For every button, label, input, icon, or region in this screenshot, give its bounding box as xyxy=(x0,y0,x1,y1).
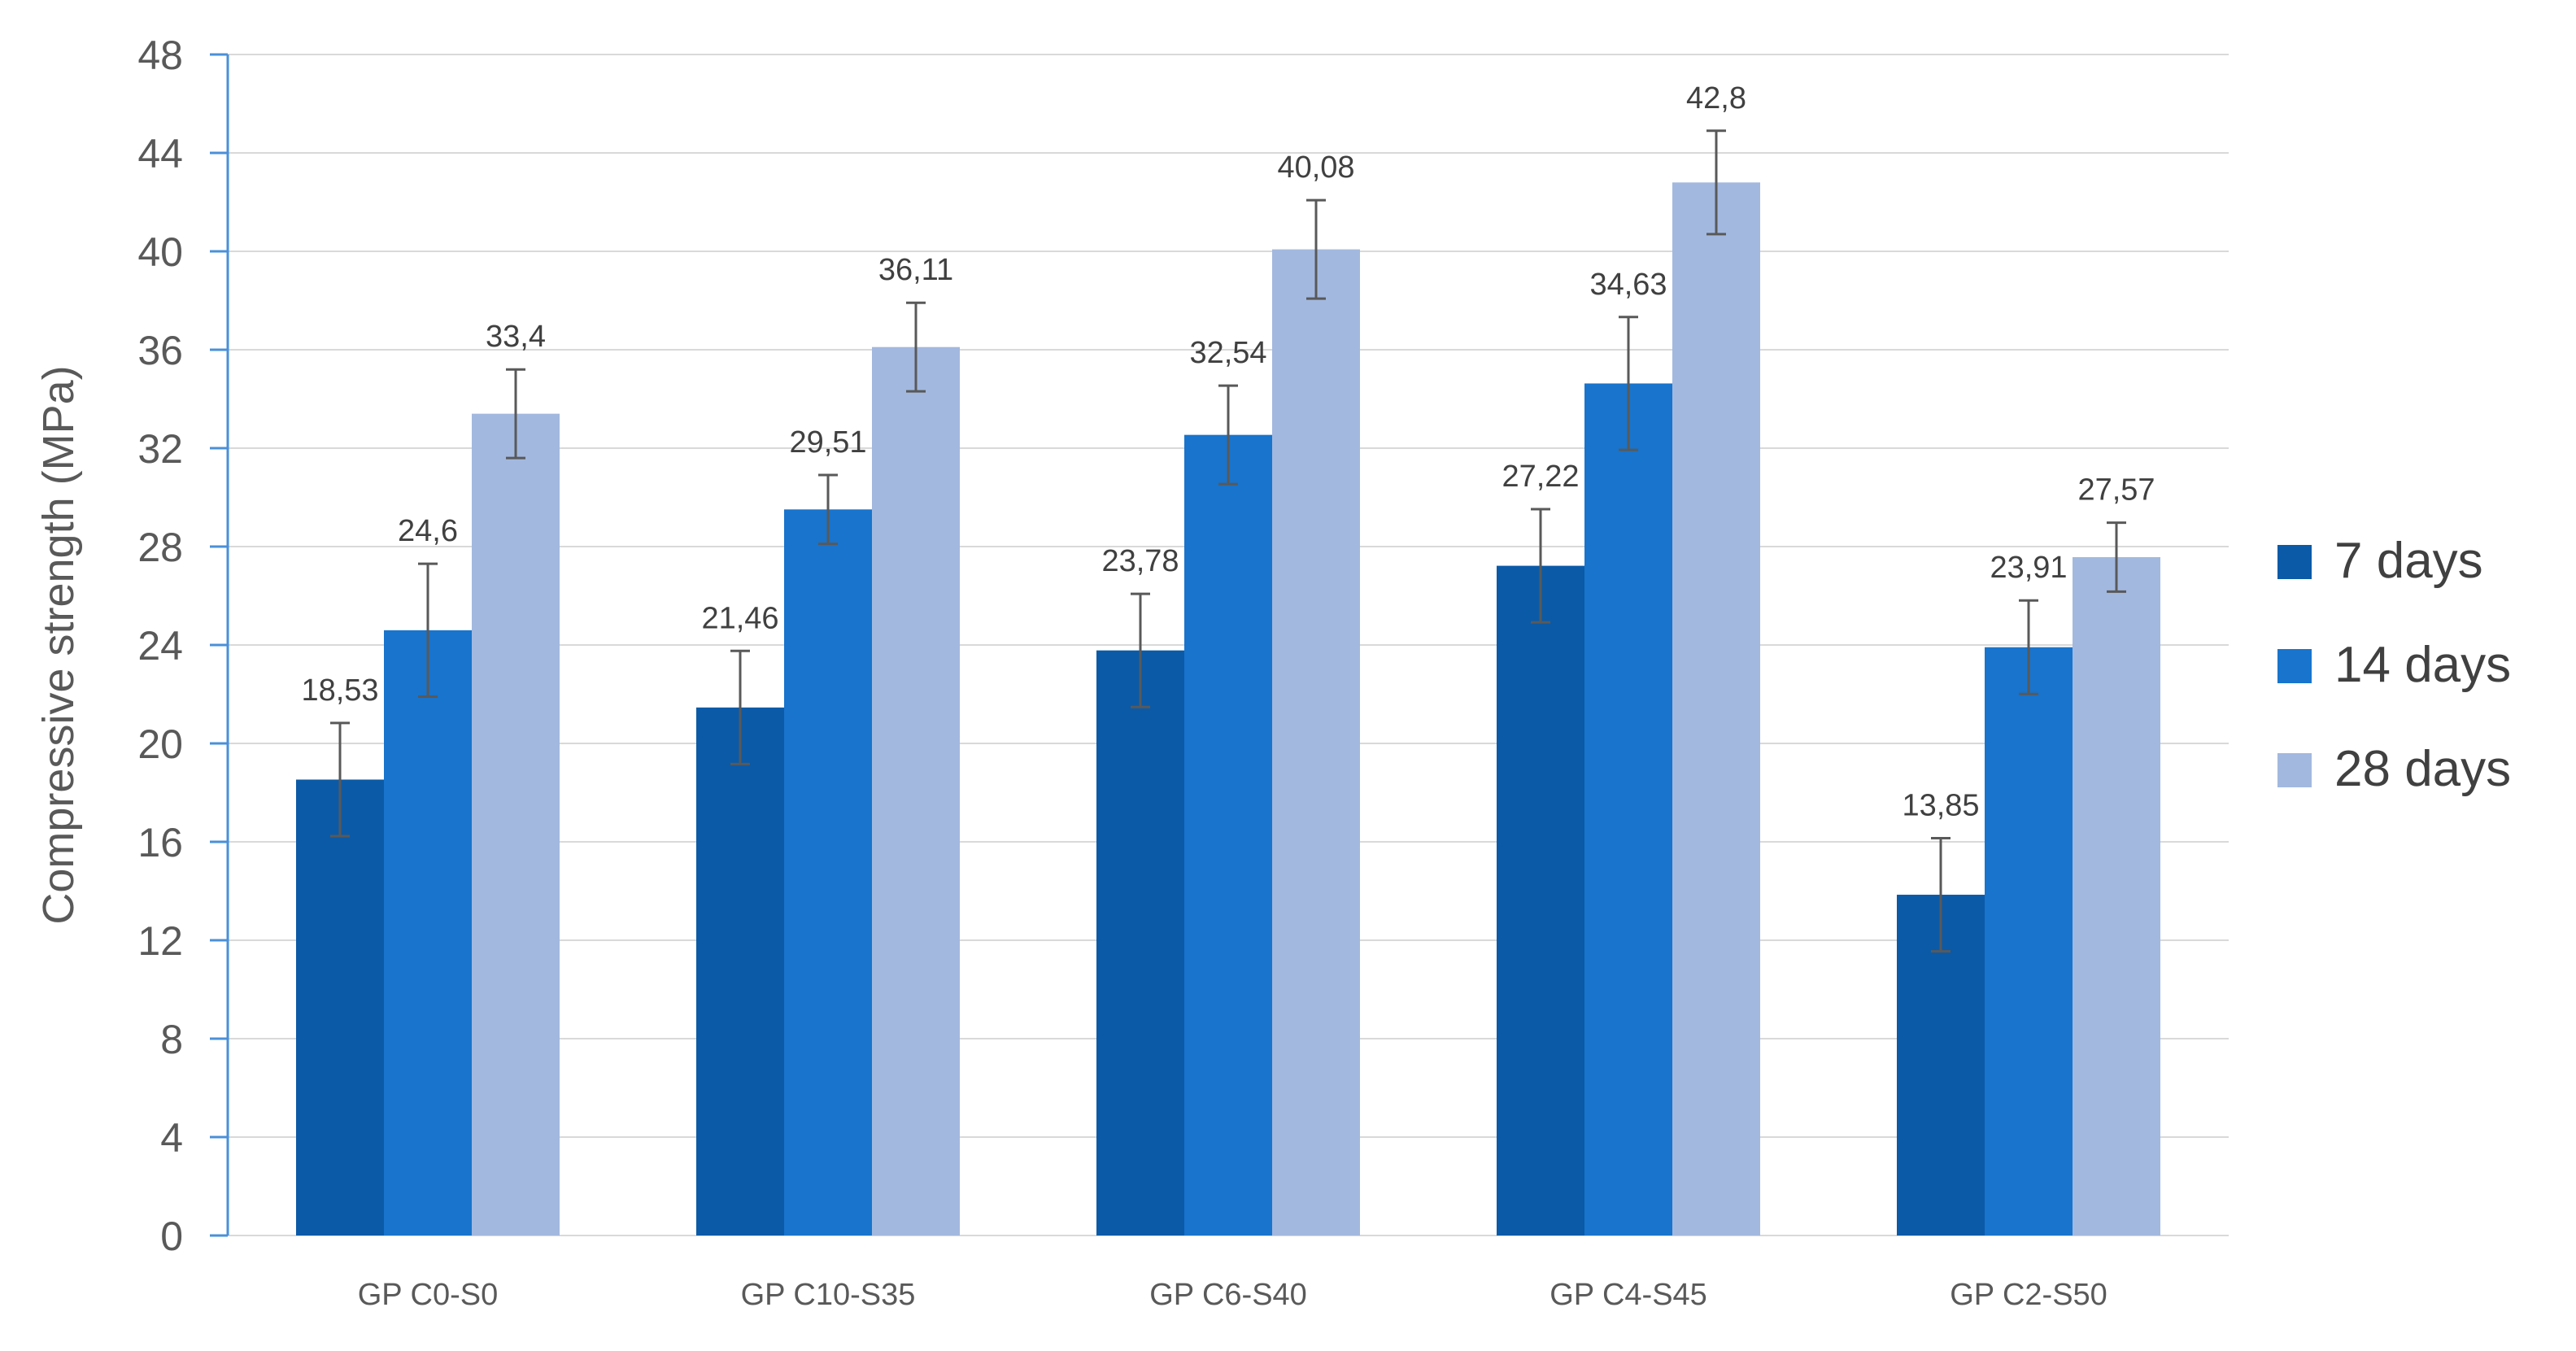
x-category-label: GP C6-S40 xyxy=(1149,1278,1307,1312)
y-tick-label: 16 xyxy=(137,820,183,865)
bar-14-days-GP-C2-S50 xyxy=(1985,647,2073,1236)
error-bar-28-days-GP-C10-S35 xyxy=(906,301,926,393)
data-label-7-days: 27,22 xyxy=(1502,460,1579,494)
legend-swatch-7-days xyxy=(2277,545,2312,579)
error-bar-14-days-GP-C2-S50 xyxy=(2019,599,2038,695)
data-label-14-days: 29,51 xyxy=(789,425,866,460)
error-bar-14-days-GP-C4-S45 xyxy=(1619,316,1638,451)
error-bar-7-days-GP-C6-S40 xyxy=(1131,592,1150,708)
error-bar-14-days-GP-C10-S35 xyxy=(818,473,838,546)
error-bar-28-days-GP-C6-S40 xyxy=(1306,198,1326,300)
bar-28-days-GP-C2-S50 xyxy=(2073,557,2160,1236)
x-category-label: GP C4-S45 xyxy=(1550,1278,1707,1312)
y-tick-label: 20 xyxy=(137,721,183,767)
y-tick-label: 0 xyxy=(160,1214,183,1259)
x-category-label: GP C2-S50 xyxy=(1950,1278,2107,1312)
y-tick-label: 28 xyxy=(137,525,183,570)
y-tick-label: 44 xyxy=(137,131,183,177)
bar-7-days-GP-C6-S40 xyxy=(1096,650,1184,1236)
y-tick-label: 36 xyxy=(137,328,183,373)
bars xyxy=(296,182,2160,1236)
error-bar-7-days-GP-C10-S35 xyxy=(730,649,750,765)
bar-28-days-GP-C10-S35 xyxy=(872,346,960,1236)
data-label-7-days: 13,85 xyxy=(1902,788,1979,822)
x-category-label: GP C10-S35 xyxy=(741,1278,916,1312)
bar-14-days-GP-C10-S35 xyxy=(784,509,872,1236)
error-bar-28-days-GP-C4-S45 xyxy=(1706,129,1726,236)
legend-swatch-28-days xyxy=(2277,753,2312,787)
bar-7-days-GP-C4-S45 xyxy=(1497,565,1584,1236)
data-label-14-days: 32,54 xyxy=(1189,336,1266,370)
error-bar-14-days-GP-C6-S40 xyxy=(1218,384,1238,486)
data-label-28-days: 42,8 xyxy=(1686,81,1746,115)
bar-7-days-GP-C10-S35 xyxy=(696,707,784,1236)
bar-7-days-GP-C0-S0 xyxy=(296,779,384,1236)
data-labels: 18,53 24,6 33,4 21,46 29,51 36,11 23,78 32,54 40… xyxy=(301,81,2155,823)
bar-14-days-GP-C6-S40 xyxy=(1184,434,1272,1236)
y-tick-label: 4 xyxy=(160,1115,183,1161)
y-tick-label: 40 xyxy=(137,229,183,275)
legend: 7 days 14 days 28 days xyxy=(2277,533,2511,797)
data-label-28-days: 27,57 xyxy=(2077,473,2155,508)
data-label-7-days: 21,46 xyxy=(701,601,778,635)
bar-28-days-GP-C4-S45 xyxy=(1672,182,1760,1236)
error-bar-7-days-GP-C0-S0 xyxy=(330,721,350,838)
bar-28-days-GP-C0-S0 xyxy=(472,413,560,1236)
y-tick-label: 8 xyxy=(160,1017,183,1062)
error-bars xyxy=(330,129,2126,953)
bar-14-days-GP-C0-S0 xyxy=(384,630,472,1236)
x-axis-categories: GP C0-S0 GP C10-S35 GP C6-S40 GP C4-S45 GP C… xyxy=(358,1278,2107,1312)
error-bar-7-days-GP-C2-S50 xyxy=(1931,836,1951,953)
error-bar-14-days-GP-C0-S0 xyxy=(418,562,438,699)
data-label-28-days: 33,4 xyxy=(486,320,546,354)
y-tick-label: 32 xyxy=(137,426,183,472)
bar-14-days-GP-C4-S45 xyxy=(1584,383,1672,1236)
data-label-7-days: 18,53 xyxy=(301,673,378,708)
legend-swatch-14-days xyxy=(2277,649,2312,683)
data-label-28-days: 40,08 xyxy=(1277,150,1354,185)
y-axis-title: Compressive strength (MPa) xyxy=(34,365,83,924)
data-label-14-days: 23,91 xyxy=(1990,551,2067,585)
error-bar-28-days-GP-C0-S0 xyxy=(506,368,525,460)
legend-label-7-days: 7 days xyxy=(2334,533,2483,589)
error-bar-7-days-GP-C4-S45 xyxy=(1531,508,1550,624)
data-label-14-days: 24,6 xyxy=(398,514,458,548)
bar-28-days-GP-C6-S40 xyxy=(1272,249,1360,1236)
legend-label-14-days: 14 days xyxy=(2334,637,2511,693)
data-label-7-days: 23,78 xyxy=(1101,544,1179,578)
y-tick-label: 48 xyxy=(137,33,183,78)
y-tick-label: 12 xyxy=(137,918,183,964)
legend-label-28-days: 28 days xyxy=(2334,741,2511,797)
x-category-label: GP C0-S0 xyxy=(358,1278,498,1312)
data-label-28-days: 36,11 xyxy=(878,253,953,287)
y-tick-label: 24 xyxy=(137,623,183,669)
data-label-14-days: 34,63 xyxy=(1589,268,1667,302)
error-bar-28-days-GP-C2-S50 xyxy=(2107,521,2126,593)
